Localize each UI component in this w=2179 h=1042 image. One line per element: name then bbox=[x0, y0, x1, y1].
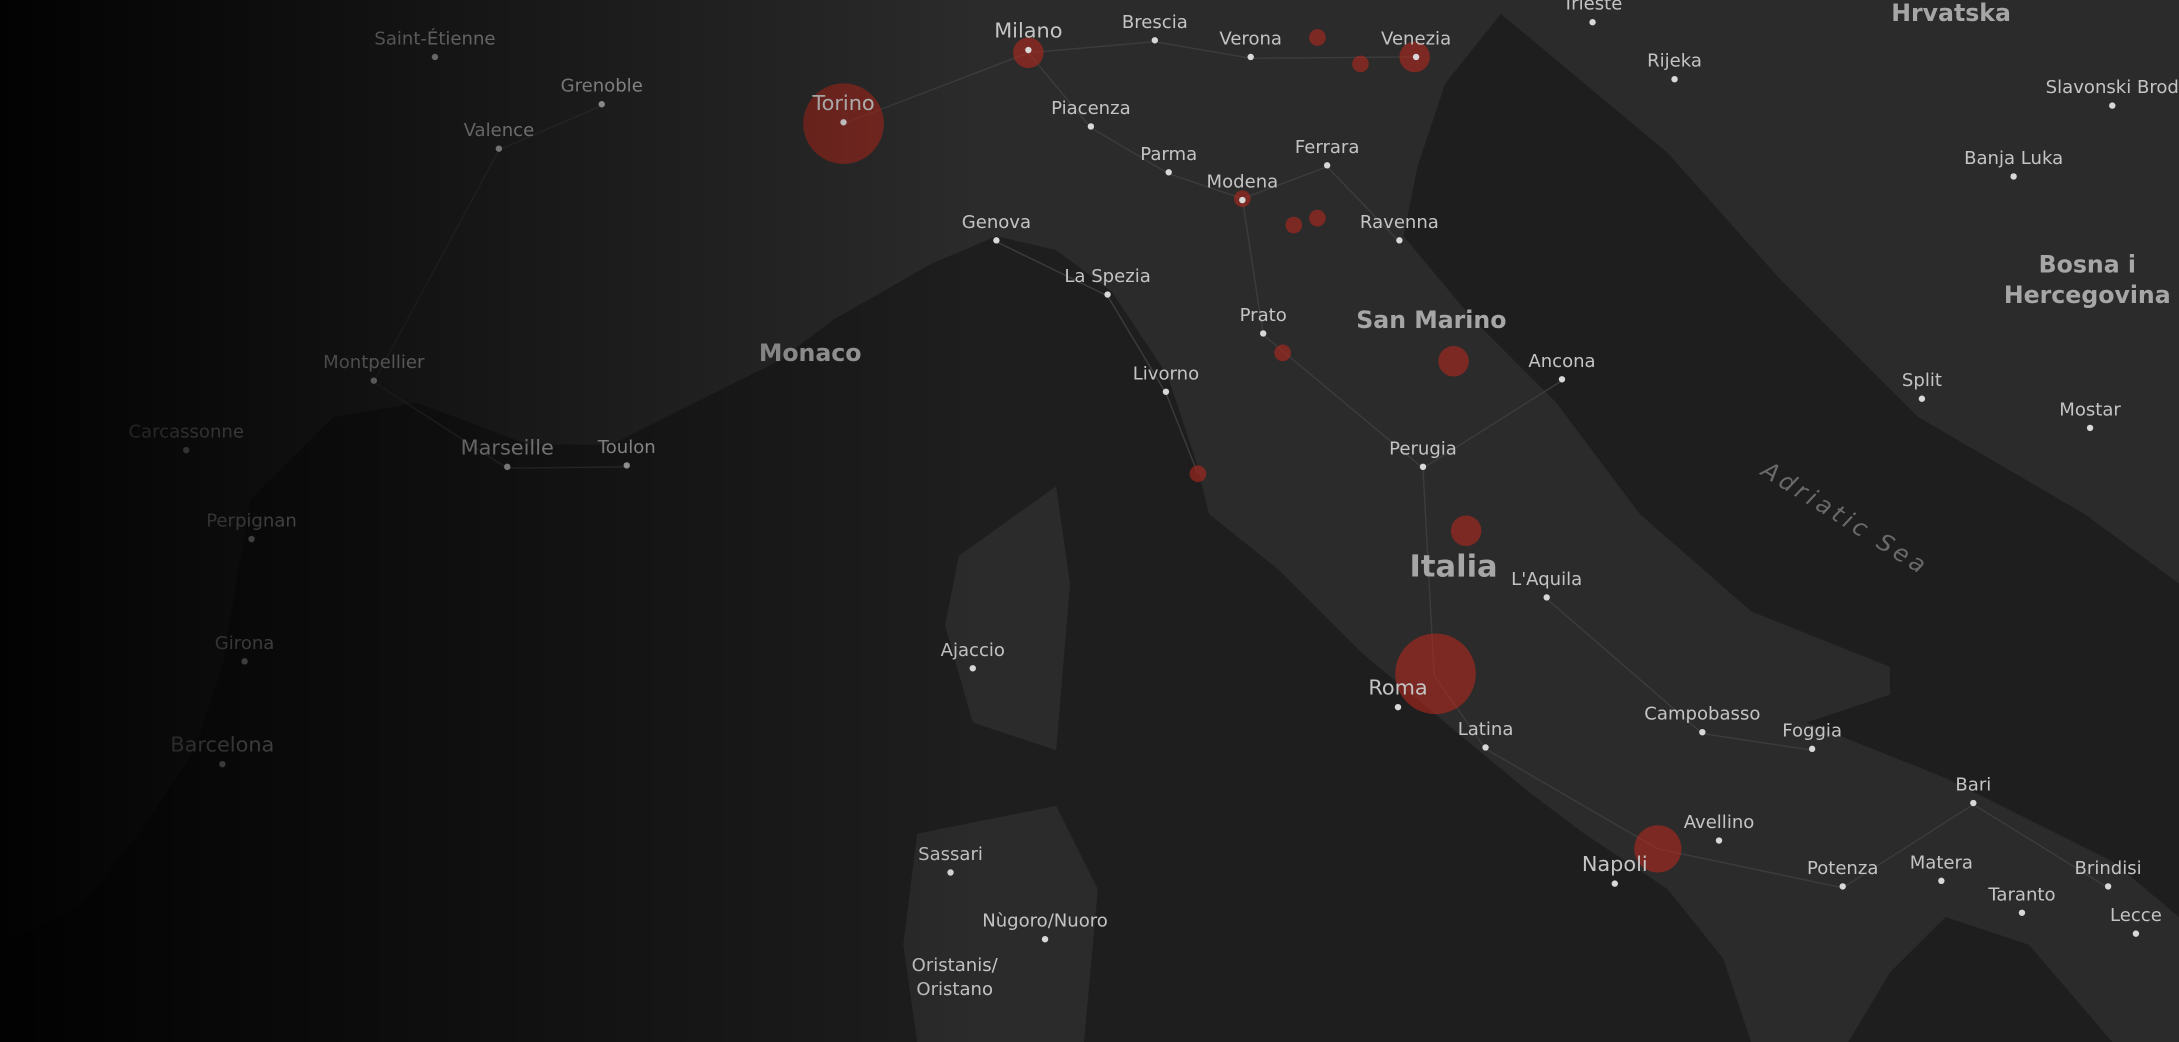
edge-fade bbox=[0, 0, 2179, 1042]
map: Hrvatska Monaco San Marino Italia Bosna … bbox=[0, 0, 2179, 1042]
